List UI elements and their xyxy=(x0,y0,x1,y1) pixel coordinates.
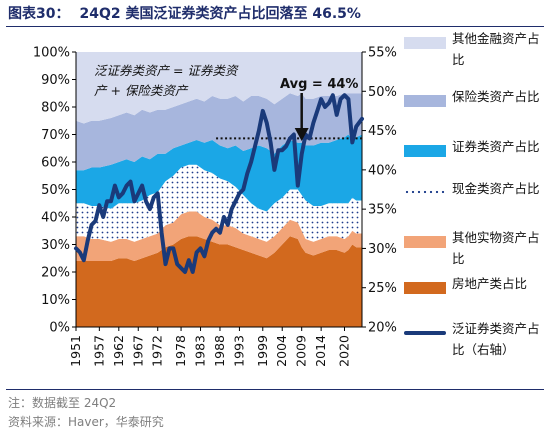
legend-label-cash: 现金类资产占比 xyxy=(452,181,540,196)
legend-item-cash: 现金类资产占比 xyxy=(400,181,550,242)
chart-number: 图表30： xyxy=(8,6,70,22)
left-tick-label: 50% xyxy=(41,183,70,198)
legend-label-real_estate: 房地产类占比 xyxy=(452,276,528,291)
x-tick-label: 1967 xyxy=(130,335,145,367)
area-real_estate xyxy=(76,236,362,327)
right-tick-label: 40% xyxy=(368,163,397,178)
x-tick-label: 2014 xyxy=(313,335,328,367)
legend-item-other_real: 其他实物资产占比 xyxy=(400,230,550,291)
chart-title: 图表30： 24Q2 美国泛证券类资产占比回落至 46.5% xyxy=(8,3,361,23)
area-cash xyxy=(76,164,362,242)
legend-swatch-broad_securities xyxy=(404,331,446,335)
x-tick-label: 1993 xyxy=(231,335,246,367)
left-tick-label: 60% xyxy=(41,156,70,171)
left-tick-label: 100% xyxy=(33,46,70,61)
legend-item-real_estate: 房地产类占比 xyxy=(400,276,550,337)
legend-label-other_financial: 其他金融资产占比 xyxy=(452,31,540,67)
x-tick-label: 2004 xyxy=(274,335,289,367)
left-tick-label: 20% xyxy=(41,266,70,281)
legend-swatch-securities xyxy=(404,145,446,157)
legend-item-insurance: 保险类资产占比 xyxy=(400,89,550,150)
right-tick-label: 50% xyxy=(368,85,397,100)
area-securities xyxy=(76,134,362,212)
legend-item-securities: 证券类资产占比 xyxy=(400,139,550,200)
bracket-definition-line2: 产 + 保险类资产 xyxy=(94,83,189,98)
line-broad-securities xyxy=(74,93,364,274)
x-tick-label: 2009 xyxy=(294,335,309,367)
legend-item-broad_securities: 泛证券类资产占比（右轴） xyxy=(400,321,550,382)
right-tick-label: 25% xyxy=(368,281,397,296)
legend-item-other_financial: 其他金融资产占比 xyxy=(400,31,550,92)
left-tick-label: 40% xyxy=(41,211,70,226)
x-tick-label: 1962 xyxy=(111,335,126,367)
left-tick-label: 30% xyxy=(41,238,70,253)
source-note: 资料来源：Haver，华泰研究 xyxy=(8,415,164,429)
left-tick-label: 10% xyxy=(41,293,70,308)
left-tick-label: 70% xyxy=(41,128,70,143)
legend-label-securities: 证券类资产占比 xyxy=(452,139,540,154)
x-tick-label: 1957 xyxy=(91,335,106,367)
right-tick-label: 20% xyxy=(368,321,397,336)
x-tick-label: 1983 xyxy=(193,335,208,367)
area-insurance xyxy=(76,93,362,171)
chart-title-text: 24Q2 美国泛证券类资产占比回落至 46.5% xyxy=(79,6,361,22)
area-other_real xyxy=(76,211,362,261)
area-other_financial xyxy=(76,52,362,124)
footer-rule xyxy=(6,389,544,390)
x-tick-label: 1951 xyxy=(68,335,83,367)
legend-label-insurance: 保险类资产占比 xyxy=(452,89,540,104)
right-tick-label: 30% xyxy=(368,242,397,257)
right-tick-label: 45% xyxy=(368,124,397,139)
legend-swatch-real_estate xyxy=(404,282,446,294)
legend-swatch-cash xyxy=(404,189,446,195)
avg-arrow-head xyxy=(294,128,309,141)
right-tick-label: 55% xyxy=(368,46,397,61)
legend-label-other_real: 其他实物资产占比 xyxy=(452,230,540,266)
avg-label: Avg = 44% xyxy=(280,77,358,92)
data-note: 注：数据截至 24Q2 xyxy=(8,396,117,410)
legend-swatch-other_real xyxy=(404,236,446,248)
x-tick-label: 1972 xyxy=(150,335,165,367)
legend-label-broad_securities: 泛证券类资产占比（右轴） xyxy=(452,321,540,357)
left-tick-label: 0% xyxy=(49,321,70,336)
legend-swatch-insurance xyxy=(404,95,446,107)
bracket-definition-line1: 泛证券类资产 = 证券类资 xyxy=(94,63,239,78)
right-tick-label: 35% xyxy=(368,203,397,218)
left-tick-label: 90% xyxy=(41,73,70,88)
title-rule xyxy=(6,26,544,27)
legend-swatch-other_financial xyxy=(404,37,446,49)
x-tick-label: 1988 xyxy=(212,335,227,367)
x-tick-label: 1978 xyxy=(173,335,188,367)
x-tick-label: 2020 xyxy=(336,335,351,367)
x-tick-label: 1999 xyxy=(255,335,270,367)
left-tick-label: 80% xyxy=(41,101,70,116)
